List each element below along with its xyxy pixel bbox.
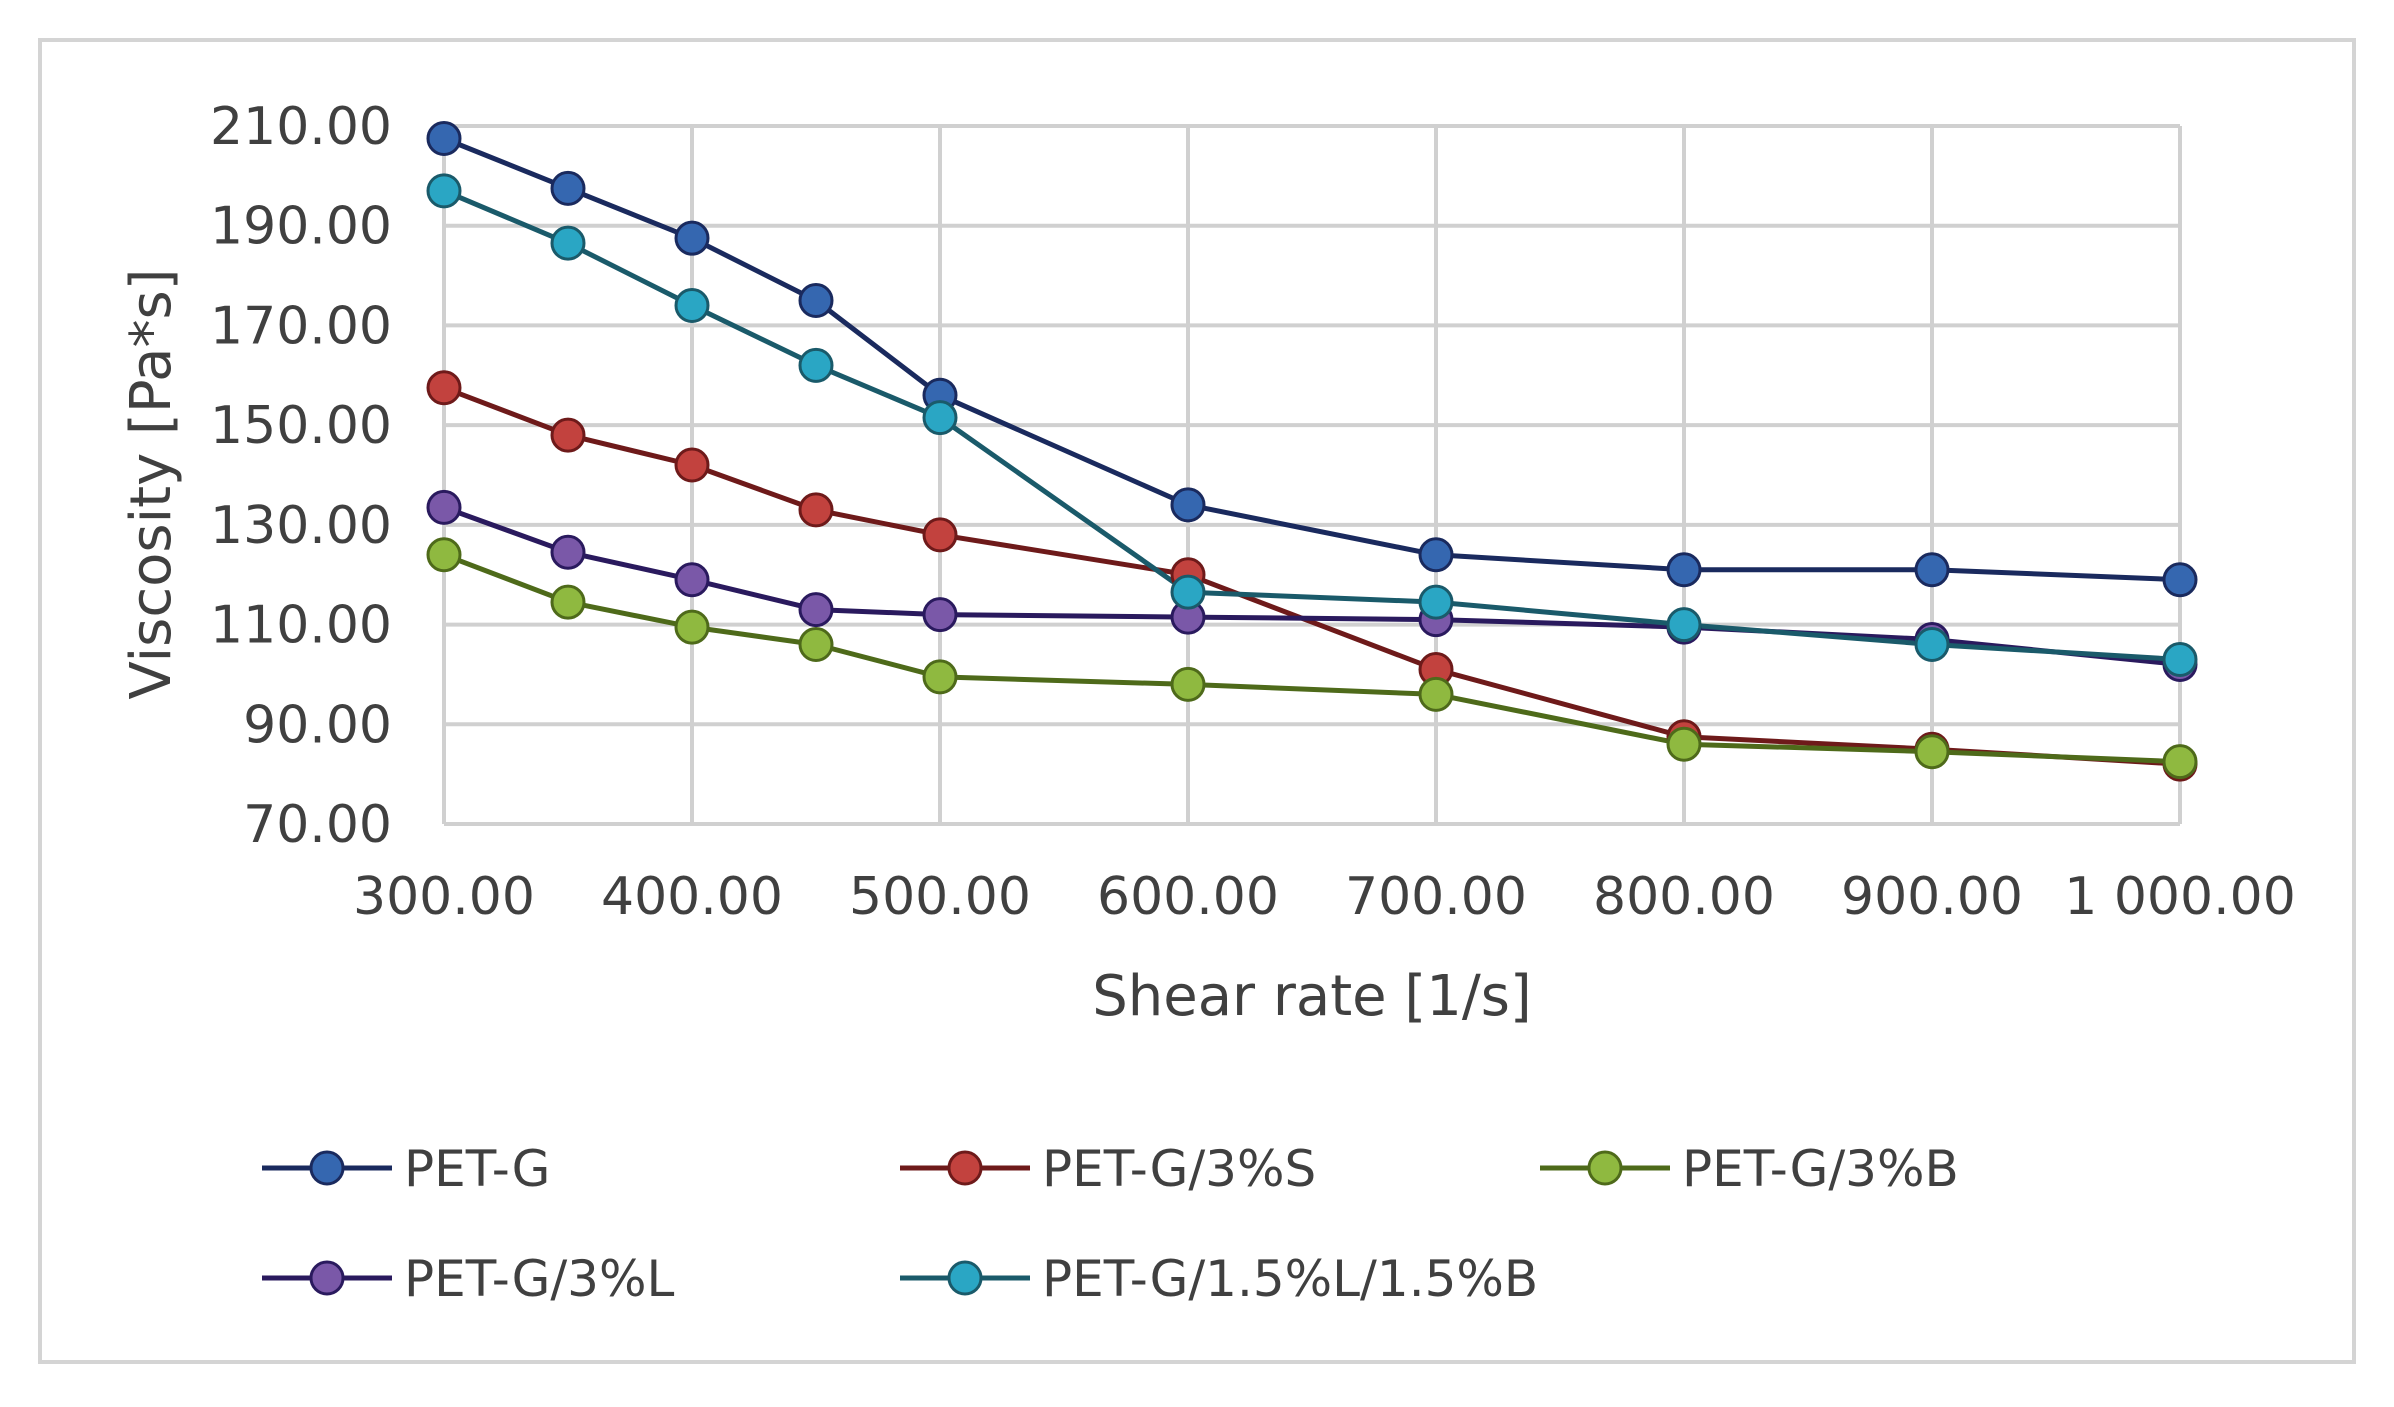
data-point xyxy=(1914,627,1950,663)
data-point xyxy=(2162,744,2198,780)
data-point xyxy=(1418,584,1454,620)
series-line-0 xyxy=(443,136,2181,583)
x-axis-title: Shear rate [1/s] xyxy=(1092,964,1532,1029)
legend-label: PET-G/3%B xyxy=(1682,1140,1959,1198)
data-point xyxy=(798,347,834,383)
data-point xyxy=(1170,487,1206,523)
series-points xyxy=(426,120,2198,782)
y-tick-label: 190.00 xyxy=(210,197,392,257)
legend-label: PET-G/1.5%L/1.5%B xyxy=(1042,1250,1538,1308)
data-point xyxy=(2162,562,2198,598)
data-point xyxy=(426,370,462,406)
x-tick-label: 600.00 xyxy=(1097,867,1279,927)
data-point xyxy=(2162,641,2198,677)
data-point xyxy=(1170,574,1206,610)
data-point xyxy=(922,597,958,633)
x-tick-label: 400.00 xyxy=(601,867,783,927)
data-point xyxy=(1170,666,1206,702)
data-point xyxy=(674,220,710,256)
x-axis-ticks: 300.00 400.00 500.00 600.00 700.00 800.00 900.… xyxy=(353,867,2296,927)
x-tick-label: 800.00 xyxy=(1593,867,1775,927)
data-point xyxy=(426,489,462,525)
data-point xyxy=(798,492,834,528)
series-line-4 xyxy=(443,188,2181,662)
data-point xyxy=(1666,552,1702,588)
y-tick-label: 210.00 xyxy=(210,97,392,157)
legend-marker xyxy=(309,1150,345,1186)
y-tick-label: 150.00 xyxy=(210,396,392,456)
data-point xyxy=(798,627,834,663)
series-line-1 xyxy=(443,385,2181,767)
data-point xyxy=(1914,734,1950,770)
x-tick-label: 900.00 xyxy=(1841,867,2023,927)
legend-label: PET-G/3%S xyxy=(1042,1140,1316,1198)
y-tick-label: 90.00 xyxy=(243,695,392,755)
legend-marker xyxy=(947,1150,983,1186)
y-tick-label: 110.00 xyxy=(210,596,392,656)
legend-marker xyxy=(1587,1150,1623,1186)
data-point xyxy=(798,592,834,628)
data-point xyxy=(674,562,710,598)
data-point xyxy=(1666,607,1702,643)
legend: PET-G PET-G/3%S PET-G/3%B PET-G/3%L PET-G/1.… xyxy=(262,1140,1959,1308)
legend-label: PET-G xyxy=(404,1140,550,1198)
data-point xyxy=(1418,676,1454,712)
x-tick-label: 700.00 xyxy=(1345,867,1527,927)
data-point xyxy=(550,225,586,261)
x-tick-label: 300.00 xyxy=(353,867,535,927)
data-point xyxy=(922,517,958,553)
data-point xyxy=(550,584,586,620)
data-point xyxy=(674,609,710,645)
x-tick-label: 500.00 xyxy=(849,867,1031,927)
data-point xyxy=(1914,552,1950,588)
y-tick-label: 170.00 xyxy=(210,296,392,356)
legend-item: PET-G/3%S xyxy=(900,1140,1316,1198)
series-lines xyxy=(443,136,2181,767)
data-point xyxy=(550,170,586,206)
data-point xyxy=(426,120,462,156)
data-point xyxy=(674,447,710,483)
y-axis-title: Viscosity [Pa*s] xyxy=(119,269,184,700)
data-point xyxy=(550,417,586,453)
data-point xyxy=(798,283,834,318)
data-point xyxy=(1666,726,1702,762)
data-point xyxy=(426,173,462,209)
y-axis-ticks: 70.00 90.00 110.00 130.00 150.00 170.00 190.00… xyxy=(210,97,392,855)
legend-label: PET-G/3%L xyxy=(404,1250,674,1308)
legend-marker xyxy=(309,1260,345,1296)
legend-item: PET-G/3%B xyxy=(1540,1140,1959,1198)
x-tick-label: 1 000.00 xyxy=(2064,867,2296,927)
y-tick-label: 130.00 xyxy=(210,496,392,556)
data-point xyxy=(550,534,586,570)
legend-item: PET-G/3%L xyxy=(262,1250,674,1308)
legend-item: PET-G/1.5%L/1.5%B xyxy=(900,1250,1538,1308)
data-point xyxy=(922,400,958,436)
data-point xyxy=(1418,537,1454,573)
data-point xyxy=(674,287,710,323)
y-tick-label: 70.00 xyxy=(243,795,392,855)
data-point xyxy=(922,659,958,695)
legend-item: PET-G xyxy=(262,1140,550,1198)
chart-border xyxy=(38,38,2356,1364)
data-point xyxy=(426,537,462,573)
legend-marker xyxy=(947,1260,983,1296)
series-line-2 xyxy=(443,552,2181,765)
